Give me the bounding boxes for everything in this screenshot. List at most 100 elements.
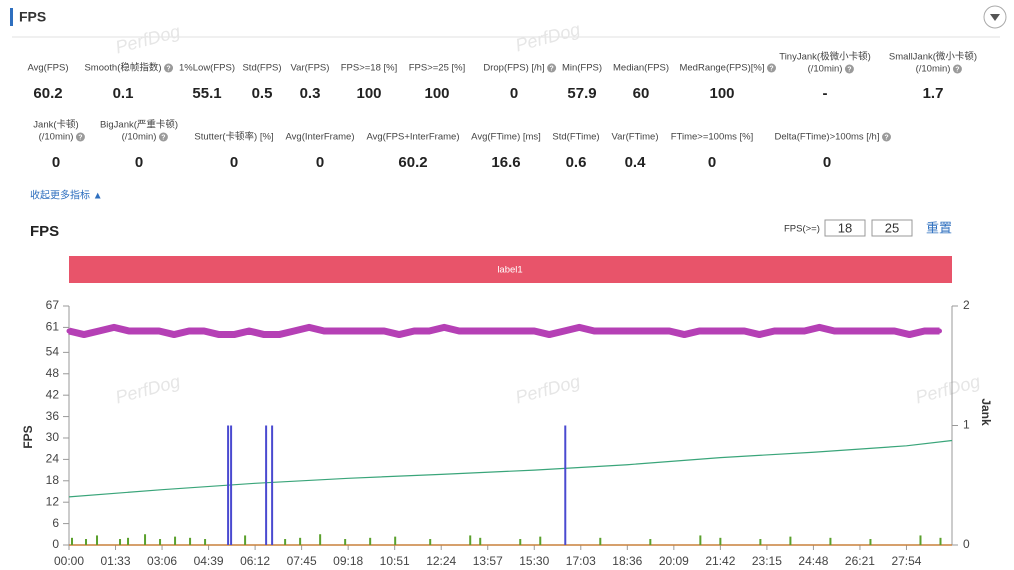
fps-point <box>261 332 267 338</box>
jank-bar <box>599 537 602 545</box>
fps-point <box>336 328 342 334</box>
metric-label: Var(FTime) <box>612 132 659 143</box>
jank-bar <box>699 535 702 545</box>
y-tick-label: 61 <box>46 320 60 334</box>
jank-bar <box>469 535 472 545</box>
metric-label: Avg(FTime) [ms] <box>471 132 541 143</box>
chart-title: FPS <box>30 223 59 240</box>
jank-bar <box>539 536 542 545</box>
y-tick-label: 67 <box>46 298 60 312</box>
fps-point <box>111 324 117 330</box>
metric-value: 0 <box>135 154 143 171</box>
metric-value: 60.2 <box>398 154 427 171</box>
fps-point <box>201 328 207 334</box>
y-tick-label: 6 <box>52 516 59 530</box>
jank-bar <box>939 537 942 545</box>
metric-label: FPS>=25 [%] <box>409 63 466 74</box>
metric-label: Std(FPS) <box>242 63 281 74</box>
x-tick-label: 13:57 <box>473 554 503 568</box>
jank-bar <box>159 539 162 545</box>
threshold-input[interactable] <box>871 219 913 237</box>
fps-point <box>486 328 492 334</box>
jank-bar <box>789 536 792 545</box>
metric-label: (/10min) <box>916 64 951 75</box>
help-icon <box>767 63 777 73</box>
y-tick-label: 12 <box>46 494 60 508</box>
jank-bar <box>144 534 147 545</box>
metric-value: 60 <box>633 85 650 102</box>
metric-label: Avg(FPS+InterFrame) <box>366 132 459 143</box>
x-tick-label: 00:00 <box>54 554 84 568</box>
metric-label: BigJank(严重卡顿) <box>100 119 178 131</box>
fps-point <box>321 328 327 334</box>
metric-value: 60.2 <box>33 85 62 102</box>
fps-point <box>921 328 927 334</box>
help-icon-glyph: ? <box>78 134 82 141</box>
fps-point <box>756 332 762 338</box>
jank-bar <box>759 539 762 545</box>
help-icon-glyph: ? <box>884 134 888 141</box>
reset-button[interactable]: 重置 <box>926 220 952 235</box>
fps-point <box>906 332 912 338</box>
help-icon <box>844 64 854 74</box>
fps-point <box>246 328 252 334</box>
fps-point <box>876 328 882 334</box>
help-icon-glyph: ? <box>769 65 773 72</box>
fps-point <box>216 332 222 338</box>
metric-value: 0 <box>510 85 518 102</box>
metric-label: Jank(卡顿) <box>33 119 78 131</box>
help-icon <box>164 63 174 73</box>
fps-point <box>846 328 852 334</box>
x-tick-label: 18:36 <box>612 554 642 568</box>
fps-point <box>186 328 192 334</box>
jank-bar <box>127 537 130 545</box>
jank-bar <box>829 537 832 545</box>
y2-tick-label: 0 <box>963 537 970 551</box>
collapse-arrow <box>990 14 1000 21</box>
x-tick-label: 03:06 <box>147 554 177 568</box>
metric-value: 55.1 <box>192 85 221 102</box>
metric-label: Avg(InterFrame) <box>286 132 355 143</box>
metric-label: Stutter(卡顿率) [%] <box>194 131 273 143</box>
jank-bar <box>919 535 922 545</box>
jank-bar <box>71 537 74 545</box>
x-tick-label: 21:42 <box>705 554 735 568</box>
metric-label: (/10min) <box>39 132 74 143</box>
jank-bar <box>344 539 347 545</box>
threshold-value: 18 <box>838 220 852 235</box>
y-tick-label: 36 <box>46 409 60 423</box>
threshold-label: FPS(>=) <box>784 224 820 235</box>
y2-tick-label: 2 <box>963 298 970 312</box>
fps-point <box>831 328 837 334</box>
x-tick-label: 23:15 <box>752 554 782 568</box>
fps-point <box>546 332 552 338</box>
y-tick-label: 0 <box>52 537 59 551</box>
fps-point <box>381 328 387 334</box>
series-line <box>68 439 953 498</box>
metric-value: 0 <box>708 154 716 171</box>
jank-bar <box>96 535 99 545</box>
fps-point <box>936 328 942 334</box>
x-tick-label: 04:39 <box>194 554 224 568</box>
y-tick-label: 30 <box>46 430 60 444</box>
fps-point <box>786 328 792 334</box>
metric-label: TinyJank(极微小卡顿) <box>779 51 871 63</box>
jank-bar <box>244 535 247 545</box>
collapse-link[interactable]: 收起更多指标 ▲ <box>30 189 103 202</box>
x-tick-label: 15:30 <box>519 554 549 568</box>
x-tick-label: 27:54 <box>891 554 921 568</box>
fps-point <box>771 328 777 334</box>
y2-axis-label: Jank <box>979 398 993 426</box>
fps-point <box>561 328 567 334</box>
fps-point <box>621 328 627 334</box>
jank-bar <box>564 425 567 545</box>
threshold-input[interactable] <box>824 219 866 237</box>
fps-point <box>711 328 717 334</box>
metric-label: FPS>=18 [%] <box>341 63 398 74</box>
fps-point <box>816 324 822 330</box>
jank-bar <box>227 425 230 545</box>
fps-point <box>726 328 732 334</box>
fps-point <box>591 328 597 334</box>
metric-value: 57.9 <box>567 85 596 102</box>
jank-bar <box>299 537 302 545</box>
